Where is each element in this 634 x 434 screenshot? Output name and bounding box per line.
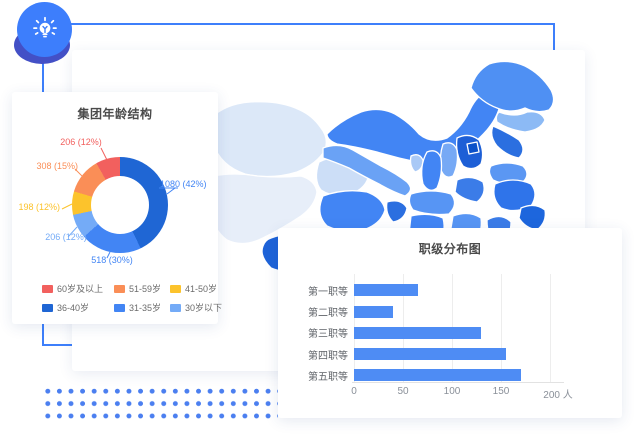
- legend-label: 30岁以下: [185, 303, 223, 313]
- age-donut-chart: [72, 157, 168, 253]
- x-axis-tick: 200 人: [543, 390, 573, 401]
- legend-swatch: [170, 303, 181, 312]
- legend-label: 31-35岁: [129, 303, 162, 313]
- bar-category-label: 第三职等: [308, 329, 348, 340]
- bar-category-label: 第二职等: [308, 308, 348, 319]
- legend-label: 51-59岁: [129, 284, 162, 294]
- legend-swatch: [170, 284, 181, 293]
- bar: [354, 348, 506, 360]
- legend-item: 51-59岁: [114, 279, 170, 298]
- legend-item: 60岁及以上: [42, 279, 114, 298]
- age-legend: 60岁及以上 51-59岁 41-50岁 36-40岁 31-35岁 30岁以下: [42, 279, 226, 317]
- bar-category-label: 第四职等: [308, 350, 348, 362]
- donut-label-31-35: 518 (30%): [91, 255, 133, 265]
- age-structure-card: 集团年龄结构 206 (12%) 308 (15%) 198 (12%) 206…: [12, 92, 222, 324]
- connector-line-left: [42, 52, 46, 92]
- legend-swatch: [114, 284, 125, 293]
- bar-category-label: 第一职等: [308, 286, 348, 298]
- dot-pattern-decoration: [40, 383, 278, 420]
- bar-category-label: 第五职等: [308, 371, 348, 383]
- bar-row: 第二职等: [278, 305, 394, 319]
- gridline: [501, 274, 502, 382]
- x-axis-line: [352, 382, 564, 383]
- bar-row: 第三职等: [278, 326, 482, 340]
- bar-row: 第一职等: [278, 284, 418, 298]
- legend-swatch: [42, 284, 53, 293]
- china-choropleth-map: [207, 60, 555, 272]
- gridline: [550, 274, 551, 382]
- bar-row: 第五职等: [278, 369, 521, 383]
- bar: [354, 369, 521, 381]
- donut-label-36-40: 1080 (42%): [160, 179, 207, 189]
- legend-item: 31-35岁: [114, 298, 170, 317]
- bar: [354, 305, 394, 318]
- x-axis-tick: 100: [443, 386, 461, 397]
- x-axis-tick: 50: [397, 386, 409, 397]
- rank-card-title: 职级分布图: [418, 242, 482, 256]
- connector-line-bottom: [42, 324, 74, 346]
- legend-item: 36-40岁: [42, 298, 114, 317]
- legend-label: 36-40岁: [57, 303, 90, 313]
- connector-line-top: [71, 23, 555, 52]
- donut-hole: [91, 176, 149, 234]
- donut-label-60plus: 206 (12%): [60, 137, 102, 147]
- donut-label-51-59: 308 (15%): [36, 161, 78, 171]
- x-axis-tick: 0: [351, 386, 357, 397]
- legend-label: 41-50岁: [185, 284, 218, 294]
- donut-label-41-50: 198 (12%): [18, 202, 60, 212]
- x-axis-tick: 150: [492, 386, 510, 397]
- legend-swatch: [114, 303, 125, 312]
- bar: [354, 284, 418, 296]
- legend-item: 30岁以下: [170, 298, 226, 317]
- donut-label-under30: 206 (12%): [45, 232, 87, 242]
- bar: [354, 326, 482, 339]
- bar-row: 第四职等: [278, 348, 506, 362]
- legend-item: 41-50岁: [170, 279, 226, 298]
- lightbulb-icon: [17, 2, 72, 57]
- rank-bar-chart: 第一职等第二职等第三职等第四职等第五职等 0 50 100 150 200 人: [278, 228, 622, 418]
- legend-swatch: [42, 303, 53, 312]
- legend-label: 60岁及以上: [57, 284, 104, 294]
- rank-distribution-card: 职级分布图 第一职等第二职等第三职等第四职等第五职等 0 50 100 150 200 人: [278, 228, 622, 418]
- age-card-title: 集团年龄结构: [77, 107, 153, 121]
